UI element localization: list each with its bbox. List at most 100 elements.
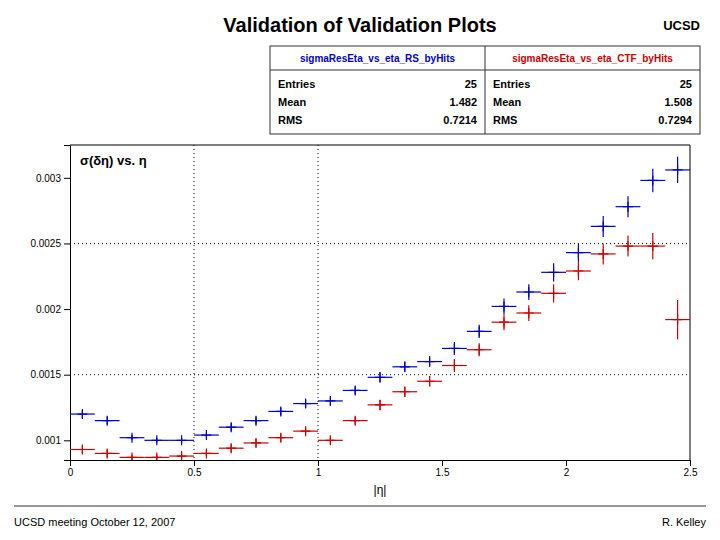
- reference-line: [70, 243, 690, 244]
- x-tick-mark: [318, 460, 319, 466]
- legend-stat-label: Entries: [493, 78, 530, 90]
- x-tick-label: 0: [68, 467, 74, 478]
- legend-stat-value: 1.482: [449, 96, 477, 108]
- point: [127, 452, 137, 460]
- point: [474, 345, 484, 355]
- legend-divider: [270, 70, 700, 71]
- legend-stat-value: 25: [680, 78, 692, 90]
- point: [425, 357, 435, 367]
- y-tick-mark: [64, 309, 70, 310]
- legend-stat-label: Entries: [278, 78, 315, 90]
- point: [177, 451, 187, 460]
- x-tick-label: 2: [564, 467, 570, 478]
- point: [673, 315, 683, 325]
- legend-stat-value: 1.508: [664, 96, 692, 108]
- point: [301, 399, 311, 409]
- y-tick-mark: [64, 178, 70, 179]
- x-tick-mark: [690, 460, 691, 466]
- point: [325, 396, 335, 406]
- point: [648, 175, 658, 185]
- y-tick-label: 0.003: [36, 173, 61, 184]
- x-tick: 1.5: [436, 460, 450, 478]
- point: [573, 248, 583, 258]
- x-tick-mark: [442, 460, 443, 466]
- point: [177, 435, 187, 445]
- y-axis: 0.001 0.0015 0.002 0.0025 0.003: [30, 146, 70, 461]
- point: [77, 445, 87, 455]
- y-axis-line: [64, 146, 71, 461]
- x-tick: 0.5: [188, 460, 202, 478]
- logo-text: UCSD: [663, 18, 700, 33]
- x-tick: 1: [316, 460, 322, 478]
- x-tick-mark: [194, 460, 195, 466]
- point: [350, 385, 360, 395]
- point: [251, 416, 261, 426]
- point: [623, 202, 633, 212]
- x-axis-label: |η|: [374, 483, 387, 497]
- y-tick: 0.0025: [30, 238, 70, 249]
- point: [549, 288, 559, 298]
- point: [474, 326, 484, 336]
- legend-stat-value: 0.7294: [658, 114, 693, 126]
- point: [425, 376, 435, 386]
- footer-right: R. Kelley: [662, 516, 707, 528]
- point: [276, 433, 286, 443]
- point: [301, 426, 311, 436]
- annotation: σ(δη) vs. η: [80, 153, 147, 168]
- point: [226, 422, 236, 432]
- legend-entry: sigmaResEta_vs_eta_CTF_byHits: [512, 53, 673, 64]
- x-tick-label: 2.5: [684, 467, 698, 478]
- point: [276, 406, 286, 416]
- point: [524, 287, 534, 297]
- series: [70, 233, 690, 460]
- y-tick-mark: [64, 375, 70, 376]
- legend-frame: [270, 46, 700, 134]
- x-axis: 0 0.5 1 1.5 2 2.5: [68, 460, 698, 478]
- reference-line: [194, 145, 195, 460]
- point: [127, 433, 137, 443]
- point: [400, 362, 410, 372]
- x-tick-label: 1: [316, 467, 322, 478]
- plot: 0 0.5 1 1.5 2 2.5 0.001 0.0015 0.002 0.0025 0.003 |…: [30, 145, 697, 497]
- point: [549, 267, 559, 277]
- point: [623, 241, 633, 251]
- point: [375, 372, 385, 382]
- y-tick-label: 0.0015: [30, 369, 61, 380]
- point: [499, 301, 509, 311]
- reference-line: [318, 145, 319, 460]
- frame: [690, 145, 691, 460]
- point: [524, 308, 534, 318]
- x-tick-mark: [566, 460, 567, 466]
- legend-stat-value: 25: [465, 78, 477, 90]
- y-tick-label: 0.001: [36, 435, 61, 446]
- legend-divider: [485, 46, 486, 134]
- x-tick: 0: [68, 460, 74, 478]
- point: [102, 448, 112, 458]
- series: [70, 157, 690, 446]
- legend-stat-label: Mean: [278, 96, 306, 108]
- x-tick-label: 1.5: [436, 467, 450, 478]
- frame: [70, 145, 690, 146]
- point: [325, 435, 335, 445]
- point: [648, 241, 658, 251]
- y-tick: 0.002: [36, 304, 70, 315]
- point: [350, 416, 360, 426]
- point: [102, 416, 112, 426]
- y-tick: 0.0015: [30, 369, 70, 380]
- x-tick-label: 0.5: [188, 467, 202, 478]
- x-tick: 2.5: [684, 460, 698, 478]
- y-tick: 0.001: [36, 435, 70, 446]
- y-tick-label: 0.002: [36, 304, 61, 315]
- point: [598, 249, 608, 259]
- marks: [70, 145, 690, 460]
- legend: sigmaResEta_vs_eta_RS_byHitsEntries25Mea…: [270, 46, 700, 134]
- point: [201, 430, 211, 440]
- point: [673, 165, 683, 175]
- legend-stat-label: RMS: [493, 114, 517, 126]
- point: [573, 266, 583, 276]
- point: [77, 409, 87, 419]
- point: [499, 317, 509, 327]
- y-tick-mark: [64, 243, 70, 244]
- footer-rule: [14, 506, 706, 507]
- footer-left: UCSD meeting October 12, 2007: [14, 516, 175, 528]
